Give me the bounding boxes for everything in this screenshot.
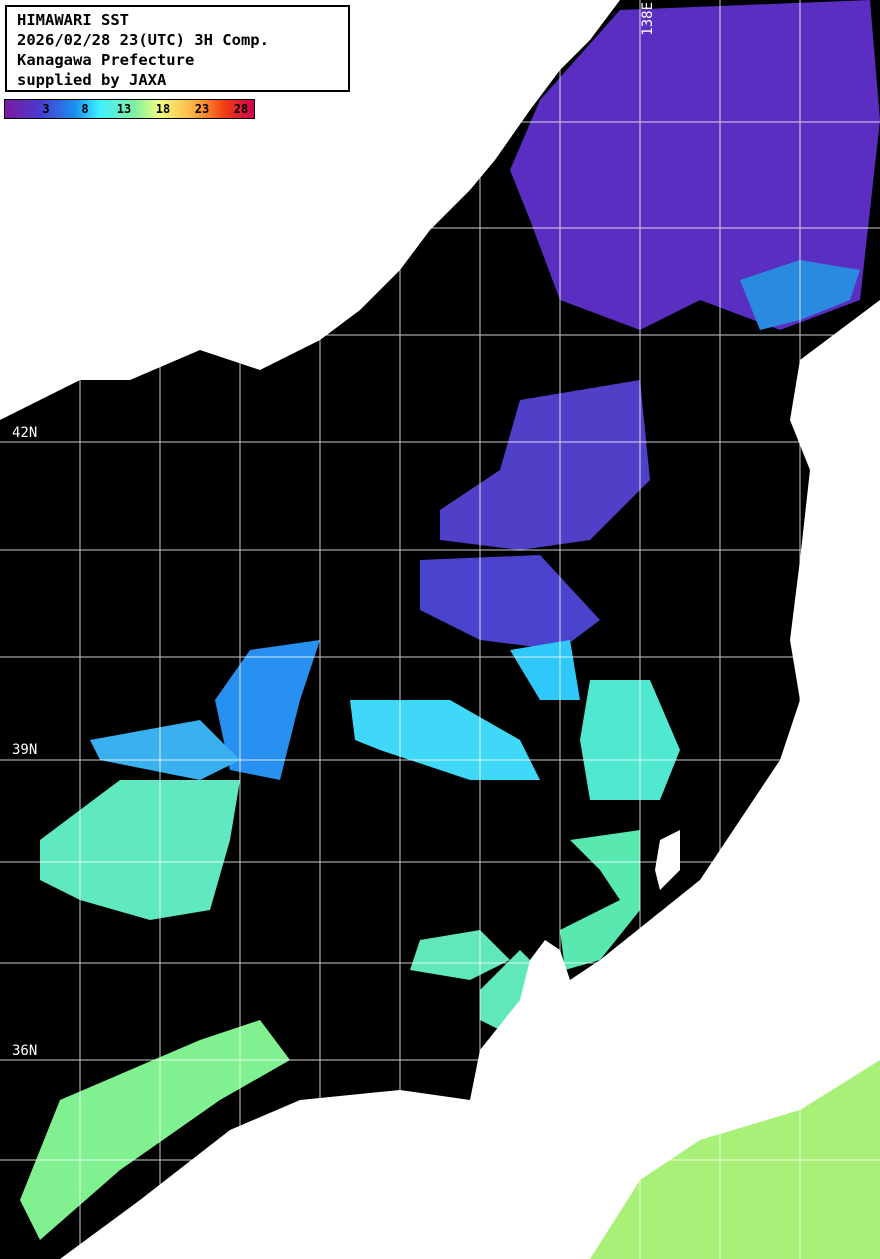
sst-region-cyan-east bbox=[580, 680, 680, 800]
sst-region-mid-purple2 bbox=[420, 555, 600, 650]
sst-region-green-west bbox=[40, 780, 240, 920]
title-line-datetime: 2026/02/28 23(UTC) 3H Comp. bbox=[17, 31, 269, 49]
sst-region-cyan-west bbox=[90, 720, 240, 780]
title-line-source: supplied by JAXA bbox=[17, 71, 167, 89]
sst-region-mid-purple bbox=[440, 380, 650, 550]
title-line-provider: Kanagawa Prefecture bbox=[17, 51, 195, 69]
lon-label-138e: 138E bbox=[640, 2, 656, 36]
lat-label-39n: 39N bbox=[12, 742, 38, 758]
scale-tick: 18 bbox=[155, 102, 171, 116]
lat-label-42n: 42N bbox=[12, 425, 38, 441]
scale-tick: 23 bbox=[194, 102, 210, 116]
title-box: HIMAWARI SST 2026/02/28 23(UTC) 3H Comp.… bbox=[5, 5, 350, 92]
scale-tick: 8 bbox=[81, 102, 89, 116]
scale-tick: 28 bbox=[233, 102, 249, 116]
sst-region-green-south bbox=[20, 1020, 290, 1240]
sst-region-green-center bbox=[410, 930, 540, 1030]
sst-region-green-east bbox=[560, 830, 640, 970]
lat-label-36n: 36N bbox=[12, 1043, 38, 1059]
sst-region-cyan bbox=[510, 640, 580, 700]
sst-region-blue-west bbox=[215, 640, 320, 780]
color-scale-bar: 3 8 13 18 23 28 bbox=[4, 99, 255, 119]
title-line-product: HIMAWARI SST bbox=[17, 11, 129, 29]
sst-region-cyan-center bbox=[350, 700, 540, 780]
scale-tick: 13 bbox=[116, 102, 132, 116]
land-japan-east bbox=[60, 300, 880, 1259]
land-sado-island bbox=[655, 830, 680, 890]
scale-tick: 3 bbox=[42, 102, 50, 116]
sst-region-north-purple bbox=[510, 0, 880, 330]
